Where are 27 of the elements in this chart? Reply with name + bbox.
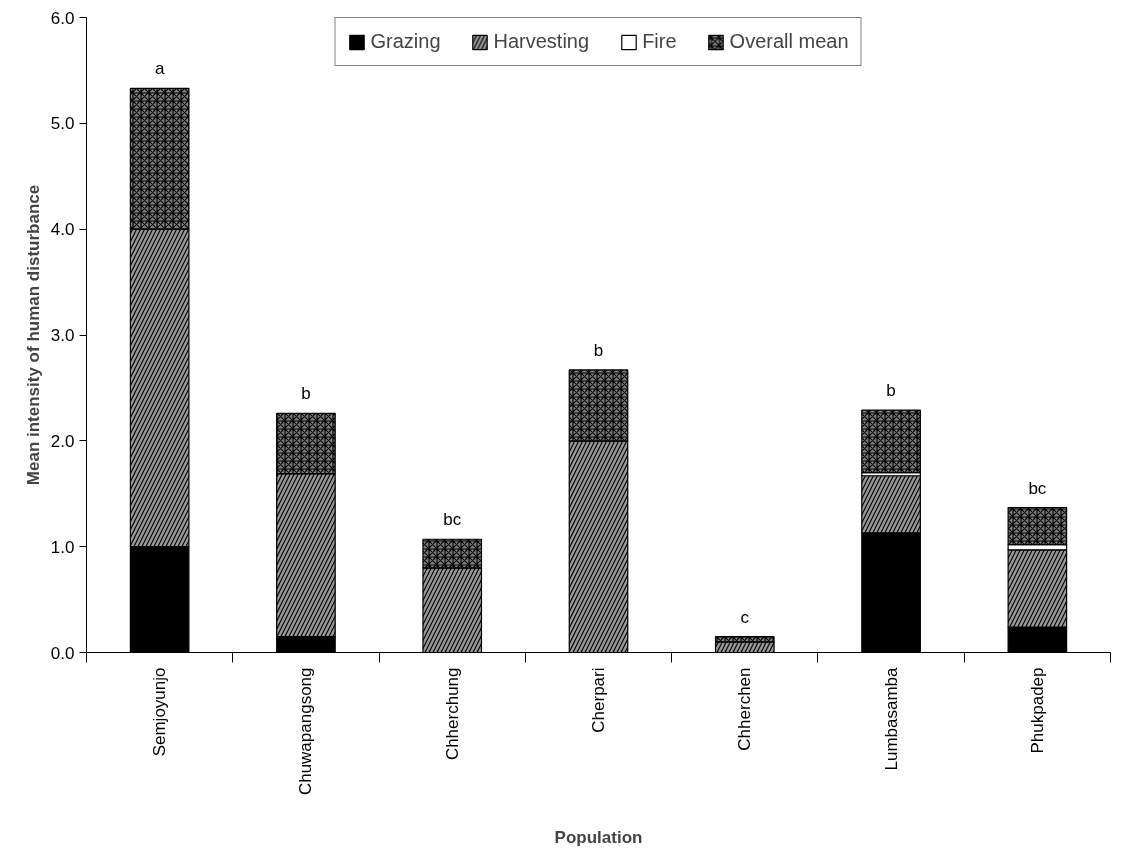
annotation: b (301, 384, 311, 404)
x-tick-label: Cherpari (589, 667, 608, 733)
annotation: bc (1028, 478, 1047, 498)
x-tick-label: Lumbasamba (881, 666, 901, 771)
annotation: c (740, 607, 750, 627)
y-tick-label: 6.0 (50, 8, 75, 28)
legend-label: Overall mean (729, 30, 849, 53)
y-tick-label: 5.0 (50, 114, 75, 134)
x-tick-label: Chherchen (735, 667, 755, 751)
legend-label: Harvesting (493, 30, 590, 53)
annotation: b (593, 340, 604, 360)
x-tick-label: Chuwapangsong (296, 667, 316, 796)
annotation: b (886, 381, 896, 401)
legend-label: Grazing (370, 30, 441, 53)
y-axis-title: Mean intensity of human disturbance (23, 184, 43, 486)
x-axis-title: Population (554, 828, 643, 848)
y-tick-label: 1.0 (50, 537, 75, 557)
annotation: a (154, 59, 165, 79)
legend-label: Fire (642, 30, 677, 53)
x-tick-label: Chherchung (442, 667, 462, 761)
annotation: bc (443, 510, 462, 530)
y-tick-label: 3.0 (50, 326, 75, 345)
y-tick-label: 0.0 (50, 643, 75, 663)
x-tick-label: Phukpadep (1027, 667, 1047, 754)
x-tick-label: Semjoyunjo (150, 667, 170, 757)
y-tick-label: 4.0 (50, 220, 75, 240)
y-tick-label: 2.0 (50, 431, 75, 451)
